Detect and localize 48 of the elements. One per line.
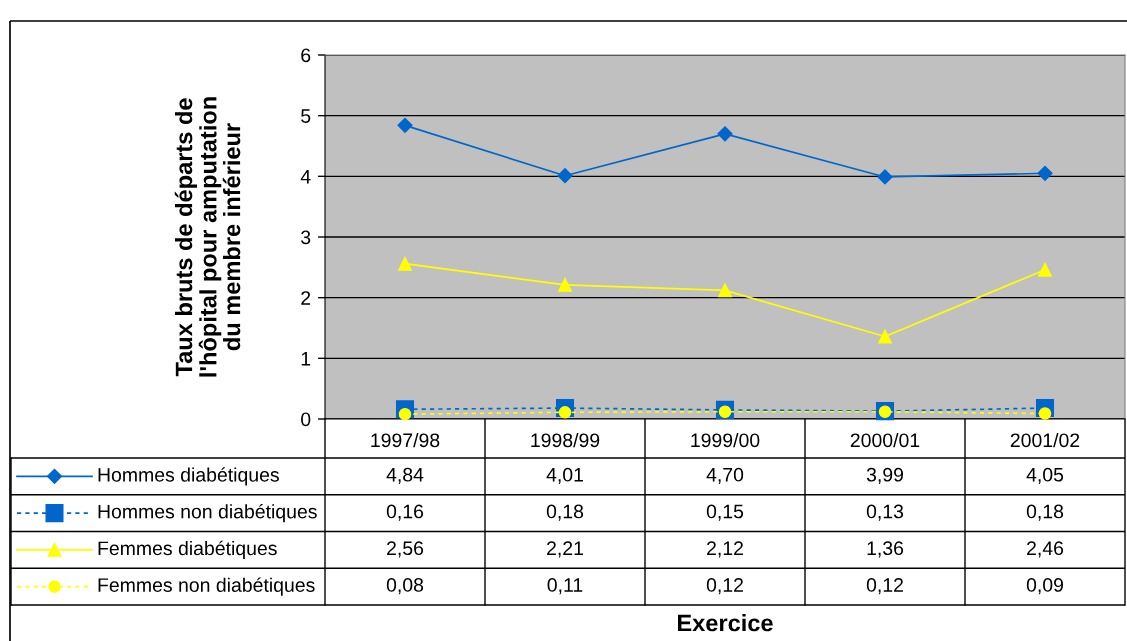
data-label: 0,18: [546, 504, 584, 521]
point: [1037, 165, 1053, 181]
data-label: 4,70: [706, 467, 744, 484]
data-label: 2,56: [387, 541, 424, 558]
data-label: 0,16: [386, 504, 424, 521]
data-label: 4,01: [546, 467, 583, 484]
point: [557, 168, 573, 184]
data-label: 2,46: [1027, 541, 1064, 558]
y-tick-label: 3: [301, 230, 311, 245]
x-tick-label: 2001/02: [1010, 432, 1080, 448]
data-label: 0,15: [706, 504, 744, 521]
y-tick-label: 0: [301, 412, 311, 427]
y-tick-label: 1: [301, 352, 311, 366]
y-tick-label: 4: [300, 170, 311, 184]
y-tick-label: 6: [301, 48, 311, 63]
point: [717, 126, 733, 142]
data-label: 3,99: [866, 467, 903, 484]
data-label: 4,05: [1026, 467, 1064, 484]
data-label: 2,12: [707, 541, 743, 558]
point: [877, 169, 893, 185]
y-tick-label: 2: [301, 291, 311, 305]
data-label: 0,09: [1026, 578, 1063, 595]
x-tick-label: 1997/98: [371, 432, 440, 448]
data-label: 1,36: [867, 541, 904, 558]
point: [398, 256, 412, 271]
data-label: 2,21: [547, 541, 583, 558]
point: [718, 283, 732, 298]
y-axis-title: Taux bruts de départs de l'hôpital pour amputation du membre inférieur: [174, 97, 241, 377]
data-label: 0,18: [1026, 504, 1064, 521]
text: Exercice: [678, 614, 773, 632]
legend-label: Femmes diabétiques: [98, 540, 277, 560]
legend-label: Hommes non diabétiques: [98, 503, 317, 523]
x-tick-label: 1999/00: [691, 432, 760, 448]
data-label: 0,12: [706, 578, 743, 595]
x-tick-label: 1998/99: [531, 432, 600, 448]
data-label: 0,12: [866, 578, 903, 595]
data-label: 0,11: [547, 578, 583, 595]
data-label: 0,08: [386, 578, 424, 595]
data-label: 4,84: [386, 467, 424, 484]
x-tick-label: 2000/01: [850, 432, 920, 448]
point: [1038, 262, 1052, 277]
point: [558, 277, 572, 292]
point: [397, 117, 413, 133]
data-label: 0,13: [866, 504, 904, 521]
legend-label: Hommes diabétiques: [98, 467, 279, 486]
point: [878, 329, 892, 344]
y-tick-label: 5: [301, 109, 311, 123]
legend-label: Femmes non diabétiques: [98, 577, 315, 596]
